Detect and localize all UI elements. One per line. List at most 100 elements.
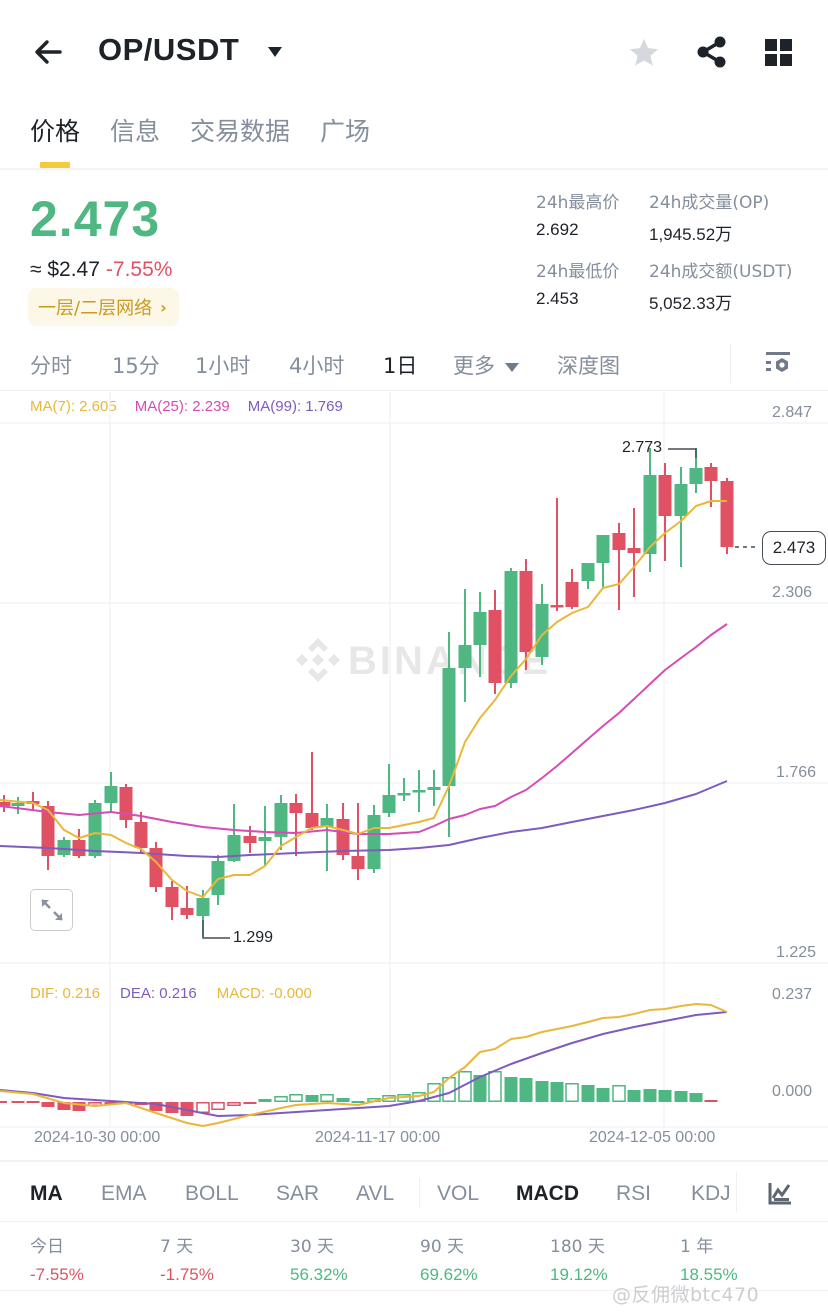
interval-more-label: 更多 [453,354,495,378]
indicator-bar: MA EMA BOLL SAR AVL VOL MACD RSI KDJ [0,1170,828,1218]
perf-180d: 180 天 19.12% [550,1232,608,1285]
interval-line[interactable]: 分时 [30,354,72,378]
dea-value: DEA: 0.216 [120,985,197,1002]
price-axis-label: 2.306 [772,584,813,601]
tab-price[interactable]: 价格 [30,117,81,146]
divider [0,1290,828,1291]
pair-title[interactable]: OP/USDT [98,32,240,67]
price-markers [202,448,757,939]
divider [0,1160,828,1162]
moving-average-lines [0,500,728,898]
ma7-value: MA(7): 2.605 [30,398,117,415]
interval-1d[interactable]: 1日 [383,354,418,378]
indicator-ema[interactable]: EMA [101,1182,147,1205]
dif-value: DIF: 0.216 [30,985,101,1002]
price-axis-label: 1.225 [776,944,817,961]
indicator-boll[interactable]: BOLL [185,1182,239,1205]
high-label: 24h最高价 [536,193,620,213]
more-menu-button[interactable] [764,38,794,68]
chevron-right-icon: › [160,297,167,317]
back-button[interactable] [30,34,66,70]
perf-value: -1.75% [160,1265,214,1284]
network-tag-button[interactable]: 一层/二层网络 › [28,288,179,326]
star-icon [629,38,659,66]
interval-1h[interactable]: 1小时 [195,354,251,378]
share-button[interactable] [694,34,730,70]
chart-settings-icon [766,352,790,372]
candlestick-chart[interactable]: BINANCE [0,0,828,1160]
divider [419,1178,420,1208]
last-price: 2.473 [30,191,161,247]
high-value: 2.692 [536,220,579,239]
interval-bar: 分时 15分 1小时 4小时 1日 更多 深度图 [0,338,828,390]
chart-settings-button[interactable] [764,350,792,376]
perf-90d: 90 天 69.62% [420,1232,478,1285]
network-tag-label: 一层/二层网络 [38,298,153,319]
perf-30d: 30 天 56.32% [290,1232,348,1285]
arrow-left-icon [35,40,62,64]
tab-trading-data[interactable]: 交易数据 [190,117,291,146]
date-label: 2024-10-30 00:00 [34,1129,161,1146]
perf-value: -7.55% [30,1265,84,1284]
indicator-settings-button[interactable] [768,1181,792,1205]
perf-label: 180 天 [550,1237,605,1257]
expand-icon [40,899,63,921]
interval-4h[interactable]: 4小时 [289,354,345,378]
indicator-macd[interactable]: MACD [516,1182,579,1205]
indicator-vol[interactable]: VOL [437,1182,480,1205]
high-marker-label: 2.773 [622,439,663,456]
line-chart-icon [768,1183,791,1205]
divider [730,343,731,383]
indicator-sar[interactable]: SAR [276,1182,320,1205]
perf-label: 今日 [30,1237,64,1257]
ma99-value: MA(99): 1.769 [247,398,343,415]
tab-info[interactable]: 信息 [110,117,161,146]
change-percent: -7.55% [105,258,173,281]
indicator-avl[interactable]: AVL [356,1182,395,1205]
price-axis-label: 2.847 [772,404,813,421]
perf-1y: 1 年 18.55% [680,1232,738,1285]
ma25-value: MA(25): 2.239 [134,398,230,415]
perf-value: 56.32% [290,1265,348,1284]
divider [0,1221,828,1222]
perf-label: 7 天 [160,1237,194,1257]
date-label: 2024-11-17 00:00 [315,1129,441,1146]
share-icon [697,36,726,68]
pair-dropdown[interactable] [266,44,284,58]
indicator-ma[interactable]: MA [30,1182,63,1205]
perf-today: 今日 -7.55% [30,1232,84,1285]
divider [0,390,828,391]
grid-icon [765,39,792,66]
interval-15m[interactable]: 15分 [112,354,160,378]
macd-axis-label: 0.237 [772,986,813,1003]
candles [0,448,734,937]
macd-indicator [0,1003,728,1127]
ma-legend: MA(7): 2.605 MA(25): 2.239 MA(99): 1.769 [30,398,343,415]
chart-grid [0,392,828,1128]
macd-axis-label: 0.000 [772,1083,813,1100]
caret-down-icon [268,47,282,57]
indicator-rsi[interactable]: RSI [616,1182,652,1205]
price-axis-label: 1.766 [776,764,817,781]
perf-label: 1 年 [680,1237,714,1257]
fullscreen-button[interactable] [30,889,73,931]
volume-base-label: 24h成交量(OP) [649,193,770,213]
low-marker-label: 1.299 [233,929,274,946]
indicator-kdj[interactable]: KDJ [691,1182,731,1205]
date-label: 2024-12-05 00:00 [589,1129,716,1146]
usd-price: ≈ $2.47 [30,258,100,281]
usd-price-row: ≈ $2.47 -7.55% [30,258,172,282]
low-label: 24h最低价 [536,262,620,282]
tab-square[interactable]: 广场 [320,117,371,146]
last-price-tag: 2.473 [762,531,826,565]
perf-label: 90 天 [420,1237,465,1257]
perf-value: 69.62% [420,1265,478,1284]
favorite-button[interactable] [626,36,662,70]
main-tabs: 价格 信息 交易数据 广场 [30,112,370,148]
perf-label: 30 天 [290,1237,335,1257]
caret-down-icon [504,363,519,372]
interval-more[interactable]: 更多 [453,350,520,380]
divider [736,1172,737,1212]
depth-chart-tab[interactable]: 深度图 [557,354,620,378]
perf-7d: 7 天 -1.75% [160,1232,214,1285]
